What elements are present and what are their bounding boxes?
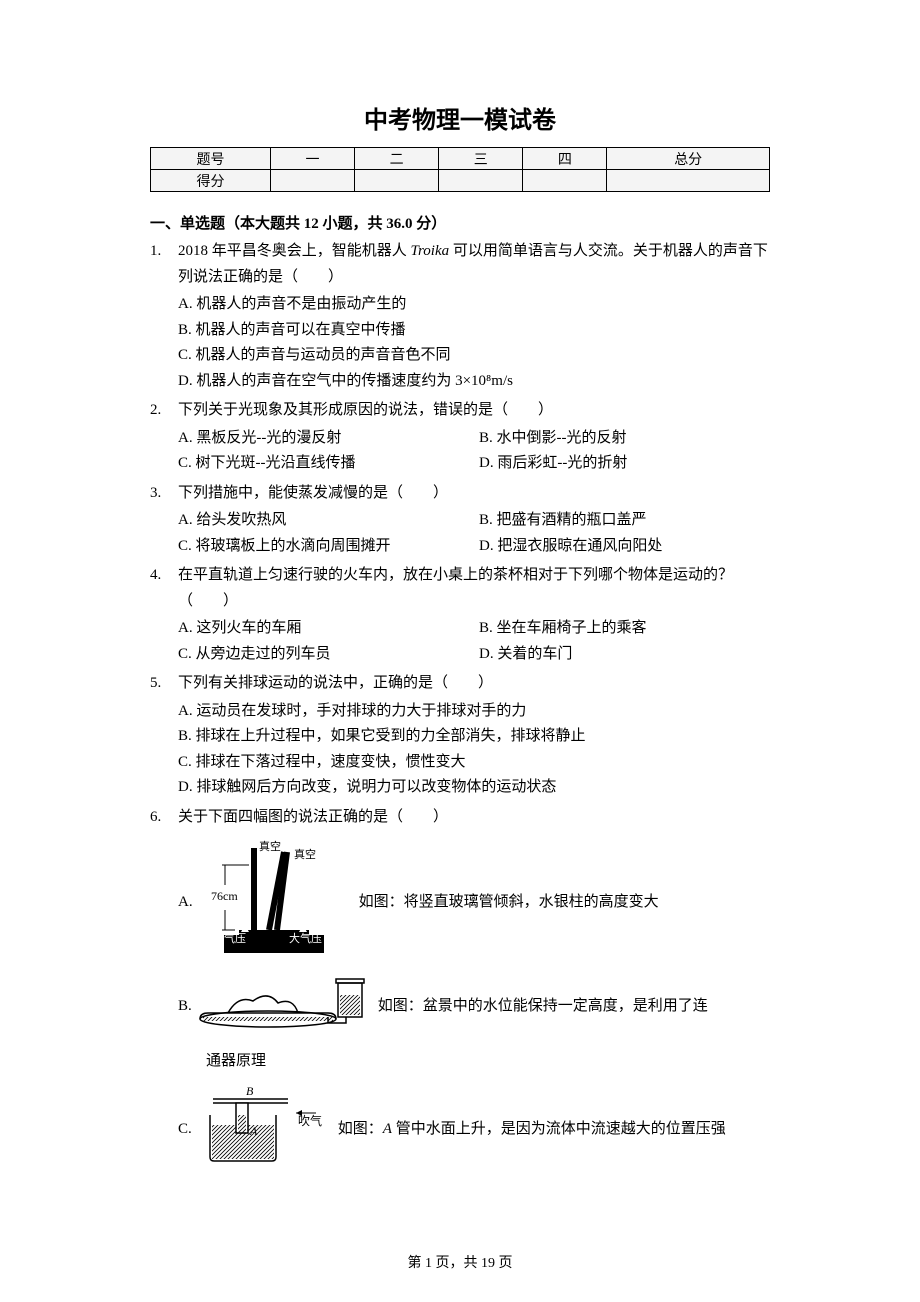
option-text: 如图：将竖直玻璃管倾斜，水银柱的高度变大 (359, 890, 770, 916)
option-b: B. 机器人的声音可以在真空中传播 (178, 318, 770, 344)
label-b: B (246, 1085, 254, 1098)
option-b-figure: B. 如图：盆景中的水 (178, 975, 770, 1040)
question-number: 5. (150, 671, 178, 801)
cell: 二 (355, 148, 439, 170)
option-d: D. 机器人的声音在空气中的传播速度约为 3×10⁸m/s (178, 369, 770, 395)
label-a: A (249, 1124, 258, 1138)
option-d: D. 排球触网后方向改变，说明力可以改变物体的运动状态 (178, 775, 770, 801)
question-stem: 下列有关排球运动的说法中，正确的是（ ） (178, 671, 770, 697)
question-stem: 在平直轨道上匀速行驶的火车内，放在小桌上的茶杯相对于下列哪个物体是运动的？（ ） (178, 563, 770, 614)
question-number: 4. (150, 563, 178, 667)
options: A. 机器人的声音不是由振动产生的 B. 机器人的声音可以在真空中传播 C. 机… (178, 292, 770, 394)
option-b: B. 水中倒影--光的反射 (479, 426, 770, 452)
options: A. 黑板反光--光的漫反射 B. 水中倒影--光的反射 C. 树下光斑--光沿… (178, 426, 770, 477)
table-row: 题号 一 二 三 四 总分 (151, 148, 770, 170)
label-atm2: 大气压 (289, 931, 322, 945)
question-3: 3. 下列措施中，能使蒸发减慢的是（ ） A. 给头发吹热风 B. 把盛有酒精的… (150, 481, 770, 560)
option-a: A. 黑板反光--光的漫反射 (178, 426, 469, 452)
option-c: C. 机器人的声音与运动员的声音音色不同 (178, 343, 770, 369)
option-text: 如图：盆景中的水位能保持一定高度，是利用了连 (378, 994, 770, 1020)
option-label: C. (178, 1117, 192, 1143)
figure-c-icon: B 吹气 A (198, 1085, 328, 1175)
cell: 总分 (607, 148, 770, 170)
option-d: D. 雨后彩虹--光的折射 (479, 451, 770, 477)
page-title: 中考物理一模试卷 (150, 100, 770, 135)
stem-italic: Troika (411, 243, 450, 259)
option-a: A. 给头发吹热风 (178, 508, 469, 534)
section-header: 一、单选题（本大题共 12 小题，共 36.0 分） (150, 212, 770, 233)
question-2: 2. 下列关于光现象及其形成原因的说法，错误的是（ ） A. 黑板反光--光的漫… (150, 398, 770, 477)
label-height: 76cm (211, 889, 238, 903)
question-6: 6. 关于下面四幅图的说法正确的是（ ） A. 76cm (150, 805, 770, 1185)
cell: 一 (271, 148, 355, 170)
options: A. 运动员在发球时，手对排球的力大于排球对手的力 B. 排球在上升过程中，如果… (178, 699, 770, 801)
stem-text: 2018 年平昌冬奥会上，智能机器人 (178, 243, 411, 259)
question-1: 1. 2018 年平昌冬奥会上，智能机器人 Troika 可以用简单语言与人交流… (150, 239, 770, 394)
question-body: 下列措施中，能使蒸发减慢的是（ ） A. 给头发吹热风 B. 把盛有酒精的瓶口盖… (178, 481, 770, 560)
question-stem: 2018 年平昌冬奥会上，智能机器人 Troika 可以用简单语言与人交流。关于… (178, 239, 770, 290)
option-a-figure: A. 76cm 真空 真空 大气压 (178, 840, 770, 965)
option-a: A. 运动员在发球时，手对排球的力大于排球对手的力 (178, 699, 770, 725)
question-stem: 下列措施中，能使蒸发减慢的是（ ） (178, 481, 770, 507)
option-a: A. 这列火车的车厢 (178, 616, 469, 642)
option-c: C. 将玻璃板上的水滴向周围摊开 (178, 534, 469, 560)
question-body: 下列关于光现象及其形成原因的说法，错误的是（ ） A. 黑板反光--光的漫反射 … (178, 398, 770, 477)
option-b: B. 把盛有酒精的瓶口盖严 (479, 508, 770, 534)
option-d: D. 关着的车门 (479, 642, 770, 668)
option-c: C. 从旁边走过的列车员 (178, 642, 469, 668)
option-a: A. 机器人的声音不是由振动产生的 (178, 292, 770, 318)
cell-label: 得分 (151, 170, 271, 192)
question-number: 2. (150, 398, 178, 477)
table-row: 得分 (151, 170, 770, 192)
question-number: 6. (150, 805, 178, 1185)
option-b: B. 坐在车厢椅子上的乘客 (479, 616, 770, 642)
option-text: 如图：A 管中水面上升，是因为流体中流速越大的位置压强 (338, 1117, 770, 1143)
cell-label: 题号 (151, 148, 271, 170)
page-footer: 第 1 页，共 19 页 (0, 1252, 920, 1272)
cell: 三 (439, 148, 523, 170)
options: A. 这列火车的车厢 B. 坐在车厢椅子上的乘客 C. 从旁边走过的列车员 D.… (178, 616, 770, 667)
question-stem: 下列关于光现象及其形成原因的说法，错误的是（ ） (178, 398, 770, 424)
text-post: 管中水面上升，是因为流体中流速越大的位置压强 (392, 1121, 726, 1137)
cell: 四 (523, 148, 607, 170)
option-c: C. 排球在下落过程中，速度变快，惯性变大 (178, 750, 770, 776)
score-table: 题号 一 二 三 四 总分 得分 (150, 147, 770, 192)
option-c-figure: C. B 吹气 A 如图：A 管中水面上升，是因为流体中流速越大的位置 (178, 1085, 770, 1175)
label-vacuum2: 真空 (294, 847, 316, 861)
question-stem: 关于下面四幅图的说法正确的是（ ） (178, 805, 770, 831)
question-4: 4. 在平直轨道上匀速行驶的火车内，放在小桌上的茶杯相对于下列哪个物体是运动的？… (150, 563, 770, 667)
label-atm1: 大气压 (213, 931, 246, 945)
option-b-continue: 通器原理 (206, 1049, 770, 1075)
figure-a-icon: 76cm 真空 真空 大气压 大气压 (199, 840, 349, 965)
option-c: C. 树下光斑--光沿直线传播 (178, 451, 469, 477)
question-body: 在平直轨道上匀速行驶的火车内，放在小桌上的茶杯相对于下列哪个物体是运动的？（ ）… (178, 563, 770, 667)
text-italic: A (383, 1121, 392, 1137)
question-5: 5. 下列有关排球运动的说法中，正确的是（ ） A. 运动员在发球时，手对排球的… (150, 671, 770, 801)
option-b: B. 排球在上升过程中，如果它受到的力全部消失，排球将静止 (178, 724, 770, 750)
question-number: 1. (150, 239, 178, 394)
option-label: A. (178, 890, 193, 916)
cell (355, 170, 439, 192)
cell (607, 170, 770, 192)
question-body: 下列有关排球运动的说法中，正确的是（ ） A. 运动员在发球时，手对排球的力大于… (178, 671, 770, 801)
text-pre: 如图： (338, 1121, 383, 1137)
option-d: D. 把湿衣服晾在通风向阳处 (479, 534, 770, 560)
option-label: B. (178, 994, 192, 1020)
question-body: 关于下面四幅图的说法正确的是（ ） A. 76cm 真空 (178, 805, 770, 1185)
label-blow: 吹气 (298, 1113, 322, 1128)
figure-b-icon (198, 975, 368, 1040)
options: A. 给头发吹热风 B. 把盛有酒精的瓶口盖严 C. 将玻璃板上的水滴向周围摊开… (178, 508, 770, 559)
label-vacuum1: 真空 (259, 840, 281, 853)
cell (439, 170, 523, 192)
question-body: 2018 年平昌冬奥会上，智能机器人 Troika 可以用简单语言与人交流。关于… (178, 239, 770, 394)
cell (271, 170, 355, 192)
question-number: 3. (150, 481, 178, 560)
cell (523, 170, 607, 192)
